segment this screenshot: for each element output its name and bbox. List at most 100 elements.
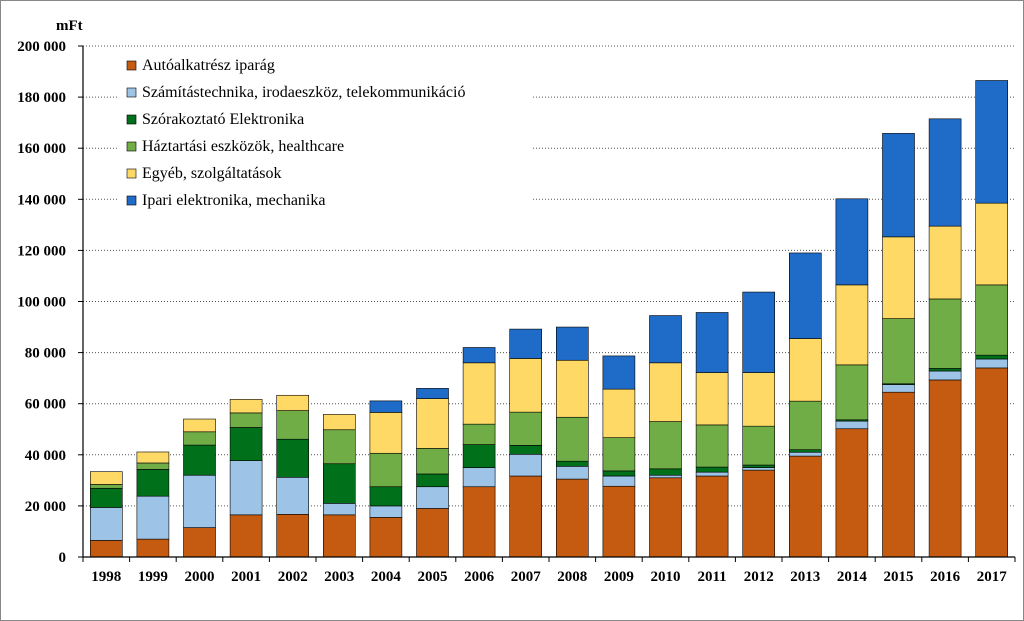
bar-segment: [276, 438, 310, 478]
bar-segment: [369, 452, 403, 488]
bar-segment: [229, 460, 263, 516]
x-tick-label: 2001: [231, 569, 261, 585]
bar-segment: [649, 474, 682, 479]
y-tick-label: 180 000: [17, 90, 66, 106]
bar-segment: [788, 338, 822, 402]
y-tick-label: 20 000: [25, 499, 66, 515]
legend-swatch: [126, 114, 137, 125]
x-tick-label: 2007: [511, 569, 542, 585]
bar-segment: [462, 444, 496, 468]
x-tick-label: 2006: [464, 569, 495, 585]
bar-segment: [602, 475, 636, 487]
bar-segment: [276, 476, 310, 515]
bar-segment: [416, 398, 449, 449]
legend-label: Háztartási eszközök, healthcare: [142, 138, 344, 155]
bar-segment: [509, 475, 543, 558]
y-tick-label: 80 000: [25, 346, 66, 362]
bar-segment: [882, 318, 915, 385]
bar-segment: [369, 486, 403, 507]
bar-segment: [509, 358, 543, 413]
x-tick-label: 2011: [698, 569, 727, 585]
bar-segment: [322, 503, 356, 516]
bar-segment: [183, 431, 216, 446]
x-tick-label: 1998: [91, 569, 121, 585]
bar-segment: [509, 445, 543, 455]
bar-segment: [509, 328, 543, 359]
bar-segment: [695, 424, 729, 468]
y-tick-label: 40 000: [25, 448, 66, 464]
bar-segment: [136, 538, 170, 558]
bar-segment: [322, 463, 356, 504]
bar-segment: [416, 508, 449, 558]
x-tick-label: 2015: [884, 569, 914, 585]
bar-segment: [928, 379, 962, 558]
bar-segment: [322, 429, 356, 465]
bar-segment: [602, 355, 636, 390]
bar-segment: [788, 252, 822, 339]
y-tick-label: 120 000: [17, 243, 66, 259]
bar-segment: [835, 284, 869, 366]
x-tick-label: 2014: [837, 569, 868, 585]
x-tick-label: 1999: [138, 569, 168, 585]
bar-segment: [90, 487, 123, 508]
x-tick-label: 2003: [324, 569, 354, 585]
bar-segment: [928, 298, 962, 369]
bar-segment: [835, 420, 869, 430]
bar-segment: [975, 358, 1009, 369]
bar-segment: [975, 80, 1009, 204]
bar-segment: [416, 473, 449, 488]
bar-segment: [928, 225, 962, 300]
bar-segment: [602, 470, 636, 477]
bar-segment: [555, 359, 589, 418]
bar-segment: [835, 198, 869, 286]
bar-segment: [742, 469, 776, 558]
bar-segment: [882, 236, 915, 319]
bar-segment: [602, 437, 636, 472]
legend-swatch: [126, 60, 137, 71]
y-tick-label: 160 000: [17, 141, 66, 157]
bar-segment: [183, 444, 216, 476]
x-tick-label: 2009: [604, 569, 634, 585]
x-tick-label: 2000: [185, 569, 215, 585]
bar-segment: [90, 507, 123, 541]
bar-segment: [788, 449, 822, 453]
bar-segment: [462, 423, 496, 445]
bar-segment: [276, 514, 310, 558]
y-tick-label: 140 000: [17, 192, 66, 208]
bar-segment: [90, 471, 123, 485]
x-tick-label: 2016: [930, 569, 961, 585]
bar-segment: [975, 354, 1009, 360]
bar-segment: [136, 495, 170, 540]
bar-segment: [742, 291, 776, 373]
bar-segment: [462, 467, 496, 488]
x-tick-label: 2008: [557, 569, 587, 585]
x-tick-label: 2017: [977, 569, 1008, 585]
bar-segment: [462, 362, 496, 425]
bar-segment: [369, 517, 403, 558]
bar-segment: [416, 448, 449, 475]
unit-label: mFt: [56, 18, 83, 34]
bar-segment: [742, 464, 776, 468]
bar-segment: [695, 471, 729, 477]
bar-segment: [183, 527, 216, 558]
bar-segment: [136, 469, 170, 497]
bar-segment: [975, 284, 1009, 356]
bar-segment: [742, 425, 776, 466]
bar-segment: [509, 411, 543, 446]
legend-label: Számítástechnika, irodaeszköz, telekommu…: [142, 84, 465, 101]
legend-label: Ipari elektronika, mechanika: [142, 192, 325, 209]
bar-segment: [695, 466, 729, 473]
y-tick-label: 0: [59, 550, 67, 566]
legend-box: [118, 50, 532, 218]
x-tick-label: 2005: [418, 569, 448, 585]
bar-segment: [835, 428, 869, 558]
legend-label: Egyéb, szolgáltatások: [142, 165, 282, 182]
bar-segment: [555, 326, 589, 361]
legend-label: Autóalkatrész iparág: [142, 57, 275, 74]
bar-segment: [136, 451, 170, 464]
bar-segment: [928, 370, 962, 381]
legend-swatch: [126, 195, 137, 206]
x-tick-label: 2004: [371, 569, 402, 585]
bar-segment: [183, 474, 216, 528]
